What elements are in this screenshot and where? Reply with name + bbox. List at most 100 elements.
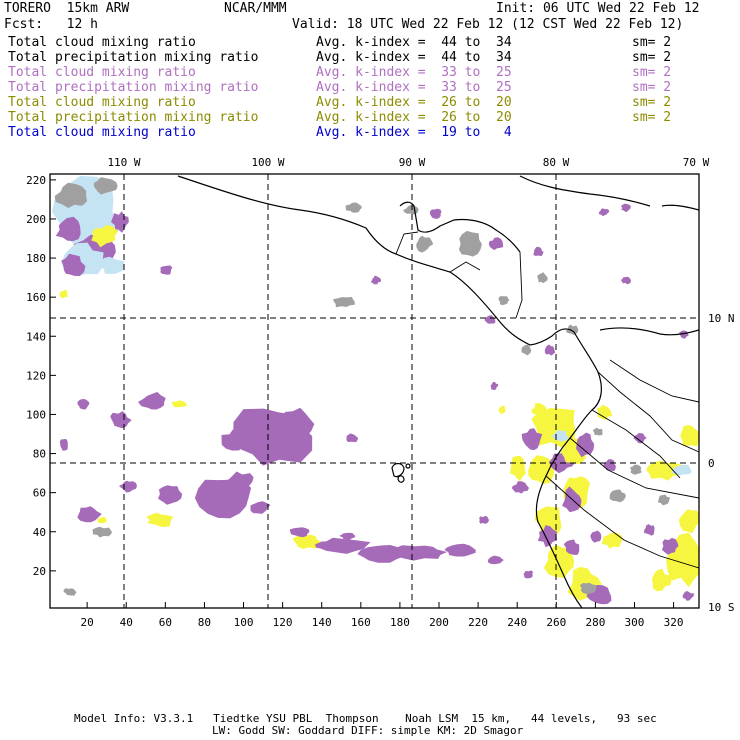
legend-field: Total precipitation mixing ratio bbox=[8, 50, 259, 65]
mexico-coast bbox=[177, 175, 531, 346]
purple-cloud-region bbox=[138, 392, 166, 410]
yellow-cloud-region bbox=[680, 424, 699, 447]
yucatan-coast bbox=[399, 201, 521, 253]
x-tick-label: 320 bbox=[664, 616, 684, 629]
y-tick-label: 200 bbox=[26, 213, 46, 226]
gray-cloud-region bbox=[629, 464, 642, 475]
purple-cloud-region bbox=[620, 203, 631, 212]
yellow-cloud-region bbox=[510, 455, 526, 482]
gray-cloud-region bbox=[537, 272, 548, 284]
legend-kindex: Avg. k-index = 26 to 20 bbox=[316, 95, 512, 110]
x-tick-label: 280 bbox=[585, 616, 605, 629]
purple-cloud-region bbox=[563, 539, 580, 555]
purple-cloud-region bbox=[487, 555, 504, 565]
gray-cloud-region bbox=[92, 526, 112, 538]
gray-cloud-region bbox=[93, 177, 118, 195]
x-tick-label: 260 bbox=[546, 616, 566, 629]
purple-cloud-region bbox=[339, 532, 356, 540]
purple-cloud-region bbox=[544, 344, 556, 356]
lat-lon-grid bbox=[50, 174, 699, 608]
yellow-cloud-region bbox=[146, 512, 174, 528]
legend-sm: sm= 2 bbox=[632, 65, 672, 80]
purple-cloud-region bbox=[160, 265, 173, 275]
latitude-label: 0 bbox=[708, 457, 715, 470]
x-tick-label: 140 bbox=[312, 616, 332, 629]
legend-field: Total precipitation mixing ratio bbox=[8, 80, 259, 95]
gray-cloud-region bbox=[458, 230, 482, 257]
purple-cloud-region bbox=[61, 253, 86, 276]
purple-cloud-region bbox=[644, 524, 655, 536]
purple-cloud-region bbox=[661, 537, 679, 555]
purple-cloud-region bbox=[221, 429, 251, 451]
gray-cloud-region bbox=[521, 344, 532, 356]
yellow-cloud-region bbox=[646, 460, 683, 481]
legend-sm: sm= 2 bbox=[632, 50, 672, 65]
x-tick-label: 180 bbox=[390, 616, 410, 629]
legend-kindex: Avg. k-index = 33 to 25 bbox=[316, 80, 512, 95]
purple-cloud-region bbox=[590, 530, 602, 543]
purple-cloud-region bbox=[307, 537, 371, 554]
purple-cloud-region bbox=[479, 515, 489, 524]
purple-cloud-region bbox=[521, 428, 543, 451]
purple-cloud-region bbox=[278, 407, 315, 441]
legend-field: Total precipitation mixing ratio bbox=[8, 110, 259, 125]
purple-cloud-region bbox=[225, 471, 254, 493]
purple-cloud-region bbox=[59, 438, 68, 451]
legend-kindex: Avg. k-index = 44 to 34 bbox=[316, 35, 512, 50]
purple-cloud-region bbox=[158, 485, 183, 505]
yellow-cloud-region bbox=[651, 568, 672, 592]
purple-cloud-region bbox=[346, 433, 359, 443]
legend-sm: sm= 2 bbox=[632, 80, 672, 95]
y-tick-label: 180 bbox=[26, 252, 46, 265]
longitude-label: 100 W bbox=[251, 156, 284, 169]
x-tick-label: 160 bbox=[351, 616, 371, 629]
purple-cloud-region bbox=[357, 545, 407, 563]
legend-field: Total cloud mixing ratio bbox=[8, 95, 196, 110]
gray-cloud-region bbox=[403, 205, 419, 215]
longitude-label: 70 W bbox=[683, 156, 710, 169]
purple-cloud-region bbox=[488, 237, 504, 251]
legend-field: Total cloud mixing ratio bbox=[8, 125, 196, 140]
lightblue-cloud-region bbox=[671, 464, 692, 476]
yellow-cloud-region bbox=[531, 403, 547, 419]
yellow-cloud-region bbox=[97, 516, 108, 524]
longitude-label: 110 W bbox=[107, 156, 140, 169]
gray-cloud-region bbox=[566, 324, 579, 335]
y-tick-label: 220 bbox=[26, 174, 46, 187]
purple-cloud-region bbox=[77, 399, 90, 410]
purple-cloud-region bbox=[250, 501, 271, 514]
gray-cloud-region bbox=[63, 588, 77, 596]
gray-cloud-region bbox=[345, 202, 362, 213]
gray-cloud-region bbox=[579, 582, 597, 594]
y-tick-label: 60 bbox=[33, 487, 46, 500]
purple-cloud-region bbox=[77, 506, 102, 523]
legend-kindex: Avg. k-index = 33 to 25 bbox=[316, 65, 512, 80]
x-tick-label: 200 bbox=[429, 616, 449, 629]
yellow-cloud-region bbox=[91, 224, 119, 248]
purple-cloud-region bbox=[289, 527, 310, 538]
purple-cloud-region bbox=[370, 275, 381, 285]
legend-kindex: Avg. k-index = 44 to 34 bbox=[316, 50, 512, 65]
purple-cloud-region bbox=[55, 216, 81, 242]
purple-cloud-region bbox=[511, 481, 529, 494]
x-tick-label: 120 bbox=[273, 616, 293, 629]
x-tick-label: 20 bbox=[81, 616, 94, 629]
valid-time: Valid: 18 UTC Wed 22 Feb 12 (12 CST Wed … bbox=[292, 17, 684, 32]
yellow-cloud-region bbox=[59, 289, 68, 299]
coastlines bbox=[177, 175, 699, 608]
y-tick-label: 160 bbox=[26, 291, 46, 304]
purple-cloud-region bbox=[633, 433, 647, 444]
x-tick-label: 300 bbox=[625, 616, 645, 629]
purple-cloud-region bbox=[620, 276, 631, 285]
y-tick-label: 120 bbox=[26, 369, 46, 382]
axis-tick-labels: 220 200 180 160 140 120 100 80 60 40 20 20 40 60 80 100… bbox=[26, 156, 734, 629]
y-tick-label: 80 bbox=[33, 448, 46, 461]
latitude-label: 10 S bbox=[708, 601, 735, 614]
yellow-cloud-region bbox=[596, 404, 613, 421]
yellow-cloud-region bbox=[498, 405, 506, 415]
purple-cloud-region bbox=[490, 381, 499, 391]
purple-cloud-region bbox=[523, 570, 533, 579]
y-tick-label: 40 bbox=[33, 526, 46, 539]
model-title: TORERO 15km ARW bbox=[4, 1, 130, 16]
